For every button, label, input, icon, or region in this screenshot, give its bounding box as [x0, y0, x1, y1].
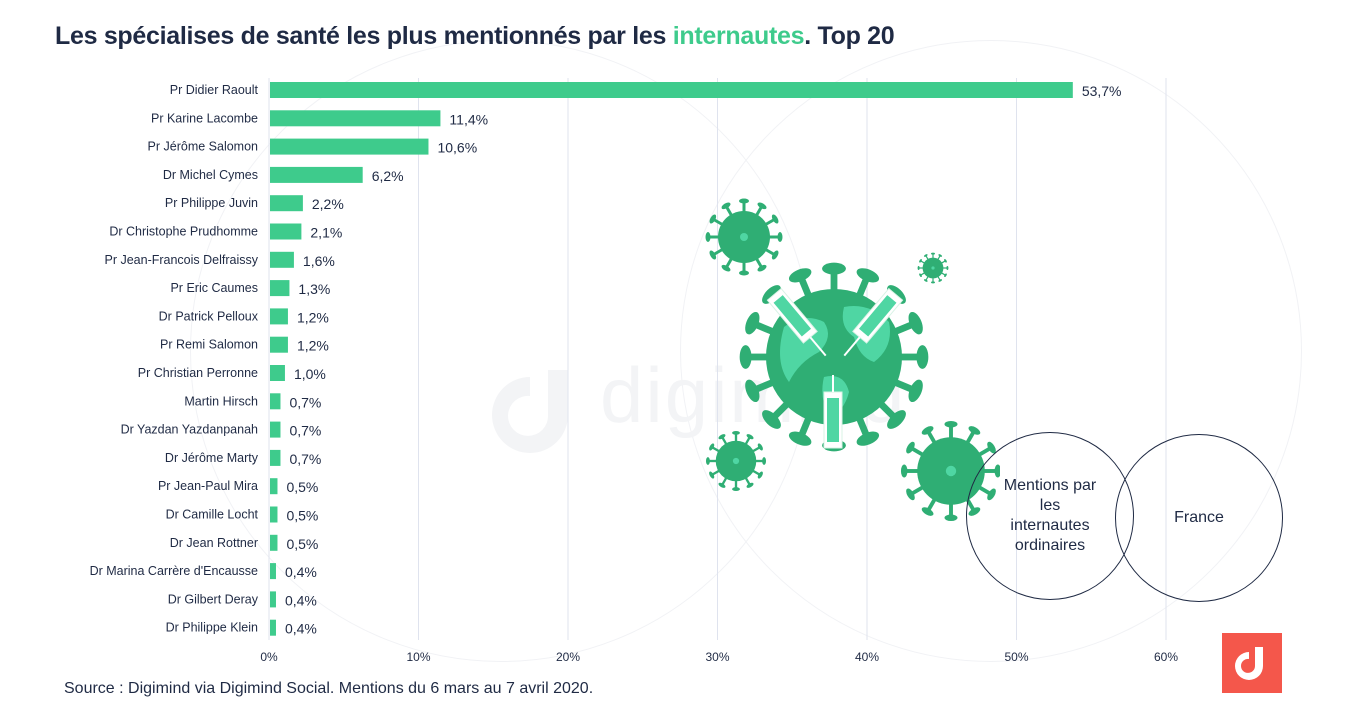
venn-circle-right: France — [1115, 434, 1283, 602]
value-label: 6,2% — [372, 168, 404, 184]
value-label: 2,2% — [312, 196, 344, 212]
digimind-logo-icon — [1235, 647, 1263, 680]
value-label: 0,4% — [285, 621, 317, 637]
bar — [270, 82, 1073, 98]
bar — [270, 506, 278, 523]
value-label: 0,7% — [289, 451, 321, 467]
category-label: Pr Eric Caumes — [170, 281, 258, 295]
value-label: 0,7% — [289, 423, 321, 439]
category-label: Dr Camille Locht — [166, 508, 259, 522]
venn-circle-left: Mentions par les internautes ordinaires — [966, 432, 1134, 600]
value-label: 0,5% — [286, 536, 318, 552]
category-label: Dr Michel Cymes — [163, 168, 258, 182]
bar — [270, 421, 281, 438]
x-tick-label: 50% — [1004, 650, 1028, 664]
value-label: 53,7% — [1082, 83, 1122, 99]
digimind-logo[interactable] — [1222, 633, 1282, 693]
value-label: 1,3% — [298, 281, 330, 297]
title-accent: internautes — [672, 22, 805, 50]
category-label: Pr Didier Raoult — [170, 83, 259, 97]
x-tick-label: 40% — [855, 650, 879, 664]
value-label: 0,5% — [286, 508, 318, 524]
bar — [270, 223, 302, 240]
chart-title: Les spécialises de santé les plus mentio… — [55, 22, 895, 51]
value-label: 0,4% — [285, 592, 317, 608]
digimind-watermark-logo-icon — [492, 370, 568, 453]
title-suffix: . Top 20 — [804, 22, 895, 50]
bar — [270, 393, 281, 410]
category-label: Dr Yazdan Yazdanpanah — [121, 423, 258, 437]
category-label: Pr Karine Lacombe — [151, 111, 258, 125]
value-label: 1,0% — [294, 366, 326, 382]
value-label: 0,7% — [289, 394, 321, 410]
bar — [270, 308, 288, 325]
value-label: 10,6% — [437, 140, 477, 156]
category-label: Dr Patrick Pelloux — [159, 309, 259, 323]
bar — [270, 195, 303, 212]
bar — [270, 534, 278, 551]
category-label: Pr Philippe Juvin — [165, 196, 258, 210]
value-labels: 53,7% 11,4% 10,6% 6,2% 2,2% 2,1% 1,6% 1,3% 1,2% 1… — [285, 83, 1122, 637]
category-label: Martin Hirsch — [184, 394, 258, 408]
category-label: Pr Jean-Paul Mira — [158, 479, 258, 493]
bar — [270, 138, 429, 155]
x-tick-label: 30% — [705, 650, 729, 664]
bar — [270, 336, 288, 353]
bar — [270, 478, 278, 495]
x-tick-label: 0% — [260, 650, 278, 664]
category-label: Pr Jean-Francois Delfraissy — [104, 253, 258, 267]
value-label: 0,5% — [286, 479, 318, 495]
value-label: 2,1% — [310, 225, 342, 241]
value-label: 0,4% — [285, 564, 317, 580]
bar — [270, 619, 276, 636]
venn-left-label: Mentions par les internautes ordinaires — [1003, 477, 1097, 554]
value-label: 1,6% — [303, 253, 335, 269]
x-tick-label: 20% — [556, 650, 580, 664]
bar — [270, 365, 285, 381]
x-tick-label: 10% — [406, 650, 430, 664]
category-label: Pr Jérôme Salomon — [148, 140, 259, 154]
category-label: Dr Jérôme Marty — [165, 451, 259, 465]
bar — [270, 591, 276, 608]
value-label: 1,2% — [297, 338, 329, 354]
value-label: 11,4% — [449, 111, 488, 127]
bar — [270, 563, 276, 580]
bars — [270, 82, 1073, 636]
venn-right-label: France — [1174, 509, 1224, 526]
category-label: Dr Marina Carrère d'Encausse — [90, 564, 258, 578]
category-label: Dr Christophe Prudhomme — [109, 225, 258, 239]
category-label: Dr Gilbert Deray — [168, 592, 259, 606]
x-tick-labels: 0% 10% 20% 30% 40% 50% 60% — [260, 650, 1178, 664]
background-circle-right — [680, 40, 1302, 662]
bar — [270, 280, 290, 297]
category-label: Dr Jean Rottner — [170, 536, 258, 550]
bar — [270, 251, 294, 268]
bar — [270, 110, 441, 127]
virus-globe-illustration-icon — [705, 198, 1000, 522]
category-label: Pr Christian Perronne — [138, 366, 258, 380]
x-tick-label: 60% — [1154, 650, 1178, 664]
bar — [270, 449, 281, 466]
bar — [270, 166, 363, 183]
source-note: Source : Digimind via Digimind Social. M… — [64, 680, 594, 697]
category-label: Dr Philippe Klein — [166, 621, 258, 635]
category-label: Pr Remi Salomon — [160, 338, 258, 352]
category-labels: Pr Didier Raoult Pr Karine Lacombe Pr Jérô… — [90, 83, 259, 635]
value-label: 1,2% — [297, 309, 329, 325]
title-prefix: Les spécialises de santé les plus mentio… — [55, 22, 673, 50]
